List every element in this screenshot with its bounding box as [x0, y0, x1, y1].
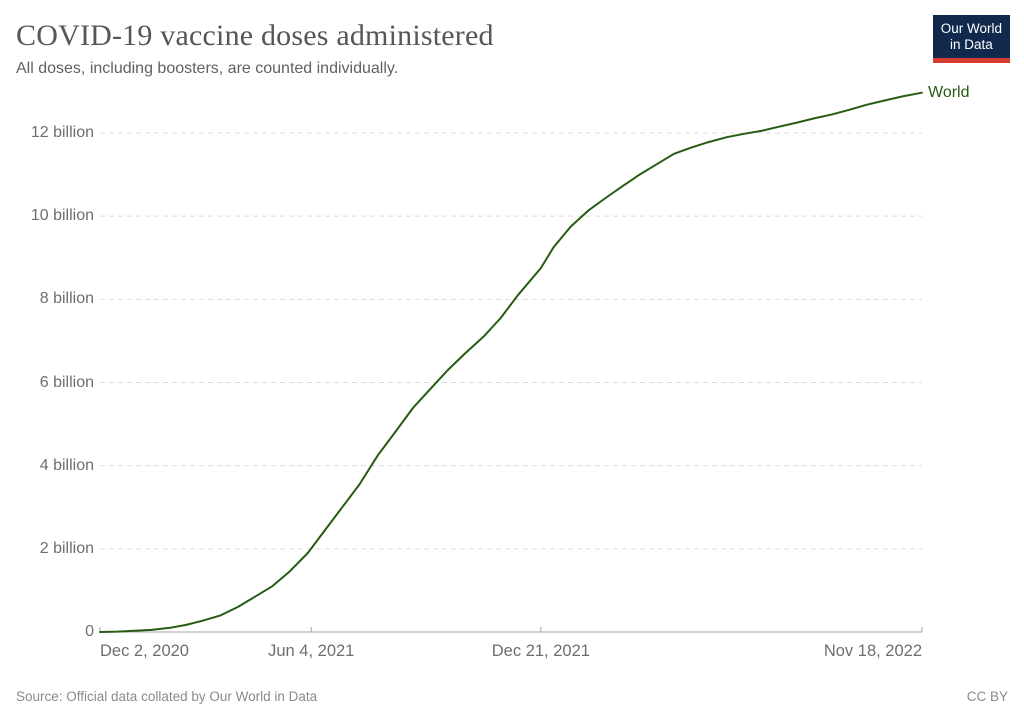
x-axis-label: Dec 21, 2021: [491, 642, 590, 660]
y-axis-label: 4 billion: [39, 456, 94, 474]
y-axis-label: 8 billion: [39, 290, 94, 308]
y-axis-label: 2 billion: [39, 539, 94, 557]
logo-line2: in Data: [949, 37, 993, 52]
y-axis-label: 10 billion: [30, 207, 94, 225]
series-label-world: World: [928, 83, 970, 101]
logo-line1: Our World: [940, 21, 1002, 36]
series-line-world: [99, 91, 923, 633]
chart-title: COVID-19 vaccine doses administered: [16, 19, 494, 52]
chart-subtitle: All doses, including boosters, are count…: [16, 60, 399, 77]
y-axis-label: 12 billion: [30, 124, 94, 141]
chart-footer: Source: Official data collated by Our Wo…: [16, 689, 1008, 704]
source-note: Source: Official data collated by Our Wo…: [16, 689, 318, 704]
owid-logo[interactable]: Our World in Data: [932, 15, 1010, 63]
license-badge[interactable]: CC BY: [966, 689, 1008, 704]
y-axis-label: 0: [85, 623, 94, 640]
chart-header: COVID-19 vaccine doses administered All …: [16, 10, 924, 79]
x-axis-label: Jun 4, 2021: [268, 642, 355, 660]
y-axis-label: 6 billion: [39, 373, 94, 391]
x-axis-label: Dec 2, 2020: [100, 642, 189, 660]
x-axis-label: Nov 18, 2022: [823, 642, 922, 660]
